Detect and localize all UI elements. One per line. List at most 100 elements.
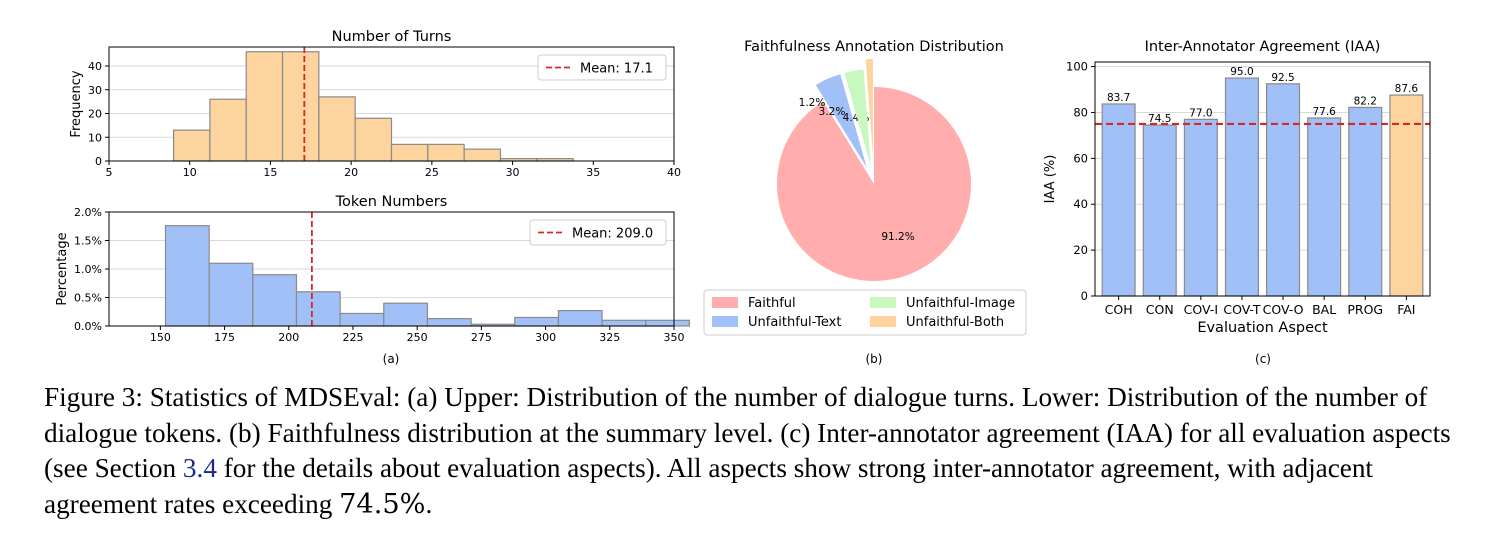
caption-text-2: for the details about evaluation aspects… bbox=[44, 453, 1373, 519]
x-tick-label: COV-T bbox=[1223, 302, 1261, 317]
pie-slice bbox=[844, 69, 871, 167]
pie-slice bbox=[777, 87, 971, 282]
histogram-bar bbox=[172, 129, 211, 162]
bar-value-label: 92.5 bbox=[1271, 72, 1294, 84]
y-tick-label: 0 bbox=[95, 155, 102, 168]
y-tick-label: 100 bbox=[1066, 60, 1088, 74]
legend-label: Faithful bbox=[748, 296, 796, 311]
x-tick-label: 5 bbox=[106, 166, 113, 179]
pie-slice bbox=[815, 74, 867, 168]
slice-pct-label: 91.2% bbox=[881, 231, 914, 243]
chart-title: Faithfulness Annotation Distribution bbox=[744, 39, 1004, 55]
plot-frame bbox=[1094, 61, 1431, 297]
bar bbox=[1266, 83, 1301, 297]
y-tick-label: 2.0% bbox=[74, 206, 102, 219]
x-tick-label: 15 bbox=[263, 166, 277, 179]
y-tick-label: 1.0% bbox=[74, 263, 102, 276]
histogram-bar bbox=[208, 262, 254, 327]
y-tick-label: 0.0% bbox=[74, 320, 102, 333]
histogram-bar bbox=[245, 51, 284, 162]
bar-value-label: 82.2 bbox=[1354, 95, 1377, 107]
iaa-bar-chart: 83.7 COH 74.5 CON 77.0 COV-I 95.0 COV-T 92.5 COV-… bbox=[1043, 39, 1431, 366]
bar bbox=[1307, 117, 1342, 297]
figure-caption: Figure 3: Statistics of MDSEval: (a) Upp… bbox=[44, 380, 1454, 522]
legend-label: Unfaithful-Image bbox=[906, 296, 1015, 311]
y-axis-label: Percentage bbox=[55, 232, 70, 305]
y-tick-label: 10 bbox=[88, 131, 102, 144]
histogram-bar bbox=[514, 316, 560, 327]
bar-value-label: 74.5 bbox=[1148, 113, 1171, 125]
figure-canvas: 5 10 15 20 25 30 35 40 0 10 20 30 40 Number of Turns F… bbox=[55, 29, 1431, 366]
caption-math: 74.5% bbox=[339, 488, 426, 520]
x-tick-label: 325 bbox=[599, 331, 620, 344]
bar bbox=[1224, 77, 1259, 297]
y-tick-label: 20 bbox=[88, 108, 102, 121]
caption-section-link[interactable]: 3.4 bbox=[182, 453, 217, 483]
histogram-bar bbox=[354, 117, 393, 162]
x-tick-label: PROG bbox=[1347, 302, 1383, 317]
x-tick-label: FAI bbox=[1397, 302, 1415, 317]
legend-box bbox=[529, 219, 667, 246]
x-tick-label: 250 bbox=[407, 331, 428, 344]
x-tick-label: 350 bbox=[664, 331, 685, 344]
bar bbox=[1142, 124, 1177, 297]
y-tick-label: 20 bbox=[1073, 243, 1088, 257]
legend-box bbox=[537, 54, 667, 81]
y-tick-label: 40 bbox=[88, 60, 102, 73]
chart-title: Inter-Annotator Agreement (IAA) bbox=[1145, 39, 1381, 55]
y-tick-label: 0 bbox=[1081, 289, 1088, 303]
subfigure-label: (a) bbox=[383, 352, 400, 366]
slice-pct-label: 1.2% bbox=[799, 97, 826, 109]
histogram-bar bbox=[557, 310, 603, 327]
x-tick-label: 300 bbox=[535, 331, 556, 344]
y-tick-label: 0.5% bbox=[74, 292, 102, 305]
y-tick-label: 80 bbox=[1073, 105, 1088, 119]
plot-frame bbox=[108, 46, 675, 162]
bar-value-label: 77.6 bbox=[1312, 106, 1336, 118]
chart-title: Token Numbers bbox=[335, 194, 448, 210]
histogram-bar bbox=[390, 143, 429, 162]
legend-label: Unfaithful-Both bbox=[906, 315, 1004, 330]
legend-swatch bbox=[712, 297, 738, 308]
pie-slice bbox=[865, 59, 873, 157]
x-tick-label: 225 bbox=[342, 331, 363, 344]
legend-label: Unfaithful-Text bbox=[748, 315, 841, 330]
histogram-bar bbox=[427, 143, 465, 162]
y-tick-label: 1.5% bbox=[74, 235, 102, 248]
legend-label: Mean: 209.0 bbox=[572, 227, 653, 242]
legend-box bbox=[703, 289, 1027, 336]
histogram-bar bbox=[281, 51, 320, 162]
turns-histogram: 5 10 15 20 25 30 35 40 0 10 20 30 40 Number of Turns F… bbox=[69, 29, 681, 179]
y-axis-label: Frequency bbox=[69, 70, 84, 137]
subfigure-label: (c) bbox=[1255, 352, 1271, 366]
bar-value-label: 95.0 bbox=[1230, 66, 1253, 78]
histogram-bar bbox=[295, 291, 341, 327]
x-tick-label: 150 bbox=[150, 331, 171, 344]
faithfulness-pie-chart: Faithfulness Annotation Distribution 91.2… bbox=[703, 39, 1027, 366]
histogram-bar bbox=[383, 302, 429, 327]
histogram-bar bbox=[601, 319, 647, 327]
histogram-bar bbox=[339, 312, 385, 327]
caption-text-3: . bbox=[425, 488, 433, 519]
x-axis-label: Evaluation Aspect bbox=[1197, 320, 1328, 336]
legend-label: Mean: 17.1 bbox=[580, 62, 653, 77]
y-tick-label: 60 bbox=[1073, 151, 1088, 165]
y-tick-label: 30 bbox=[88, 84, 102, 97]
bar-value-label: 83.7 bbox=[1107, 92, 1130, 104]
y-tick-label: 40 bbox=[1073, 197, 1088, 211]
histogram-bar bbox=[164, 225, 210, 327]
slice-pct-label: 3.2% bbox=[819, 106, 846, 118]
legend-swatch bbox=[870, 316, 896, 327]
x-tick-label: 25 bbox=[425, 166, 439, 179]
legend-swatch bbox=[870, 297, 896, 308]
bar bbox=[1348, 106, 1383, 297]
histogram-bar bbox=[463, 148, 502, 162]
bar bbox=[1101, 103, 1136, 297]
caption-text-1: Figure 3: Statistics of MDSEval: (a) Upp… bbox=[44, 382, 1451, 483]
histogram-bar bbox=[426, 317, 472, 327]
x-tick-label: 30 bbox=[506, 166, 520, 179]
bar-value-label: 87.6 bbox=[1395, 83, 1419, 95]
x-tick-label: 40 bbox=[667, 166, 681, 179]
x-tick-label: 35 bbox=[586, 166, 600, 179]
x-tick-label: COV-I bbox=[1184, 302, 1218, 317]
